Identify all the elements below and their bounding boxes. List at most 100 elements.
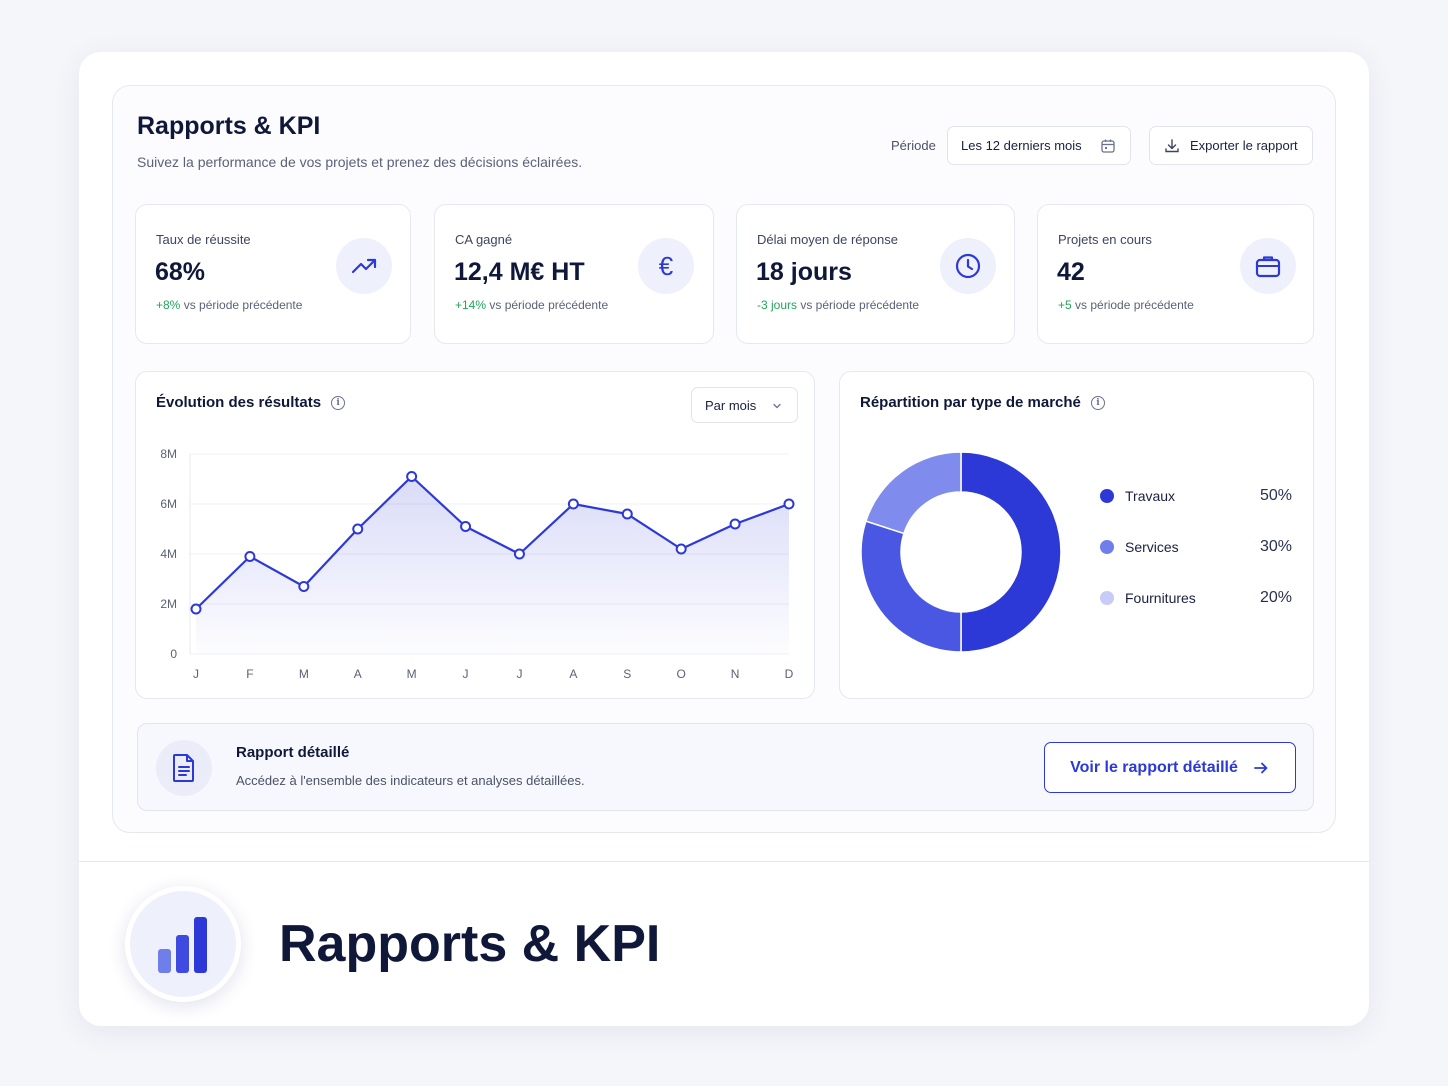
report-title: Rapport détaillé	[236, 744, 350, 761]
legend-item: Fournitures 20%	[1100, 589, 1292, 607]
legend-dot	[1100, 489, 1114, 503]
legend-label: Travaux	[1125, 488, 1176, 504]
view-report-label: Voir le rapport détaillé	[1070, 758, 1238, 776]
footer-divider	[79, 861, 1369, 862]
reports-panel: Rapports & KPI Suivez la performance de …	[112, 85, 1336, 833]
x-tick-label: A	[354, 667, 362, 681]
page-title: Rapports & KPI	[137, 112, 321, 140]
kpi-label: CA gagné	[455, 232, 513, 247]
kpi-delta-value: -3 jours	[757, 298, 798, 312]
line-series	[195, 475, 790, 610]
period-select-value: Les 12 derniers mois	[961, 138, 1082, 153]
donut-slice[interactable]	[960, 451, 1062, 653]
line-area	[196, 476, 789, 654]
chevron-down-icon	[773, 403, 781, 409]
donut-slice[interactable]	[864, 451, 962, 535]
x-tick-label: A	[569, 667, 577, 681]
data-point[interactable]	[675, 543, 687, 555]
legend-item: Travaux 50%	[1100, 487, 1292, 505]
legend-value: 30%	[1259, 538, 1292, 555]
legend-label: Fournitures	[1125, 590, 1196, 606]
kpi-value: 68%	[155, 258, 206, 286]
x-tick-label: O	[677, 667, 686, 681]
kpi-delta: -3 jours vs période précédente	[757, 298, 919, 312]
kpi-label: Taux de réussite	[156, 232, 251, 247]
x-tick-label: M	[407, 667, 417, 681]
kpi-delta-value: +14%	[455, 298, 487, 312]
kpi-card-response-time: Délai moyen de réponse 18 jours -3 jours…	[736, 204, 1015, 344]
kpi-delta-value: +5	[1058, 298, 1072, 312]
data-point[interactable]	[567, 498, 579, 510]
info-icon[interactable]: i	[1090, 395, 1105, 410]
x-tick-label: F	[246, 667, 253, 681]
legend-value: 50%	[1259, 487, 1292, 504]
kpi-card-revenue: CA gagné 12,4 M€ HT +14% vs période préc…	[434, 204, 714, 344]
data-point[interactable]	[190, 603, 202, 615]
x-tick-label: J	[516, 667, 522, 681]
y-tick-label: 8M	[160, 447, 177, 461]
donut-card-title-text: Répartition par type de marché	[860, 394, 1081, 411]
kpi-delta-suffix: vs période précédente	[180, 298, 303, 312]
footer-title: Rapports & KPI	[279, 915, 661, 973]
kpi-label: Délai moyen de réponse	[757, 232, 898, 247]
export-label: Exporter le rapport	[1190, 138, 1298, 153]
x-tick-label: M	[299, 667, 309, 681]
kpi-delta-suffix: vs période précédente	[797, 298, 920, 312]
kpi-delta-suffix: vs période précédente	[486, 298, 609, 312]
data-point[interactable]	[244, 551, 256, 562]
trend-up-icon	[336, 238, 392, 294]
donut-slice[interactable]	[860, 520, 962, 653]
granularity-select[interactable]: Par mois	[691, 387, 798, 423]
kpi-delta-value: +8%	[156, 298, 181, 312]
document-icon	[156, 740, 212, 796]
export-report-button[interactable]: Exporter le rapport	[1149, 126, 1313, 165]
line-chart: 0 2M 4M 6M 8M J F M A M J J A S O N D	[160, 447, 795, 681]
info-icon[interactable]: i	[331, 395, 346, 410]
market-breakdown-card: Répartition par type de marché i Travaux…	[839, 371, 1314, 699]
donut-chart	[860, 451, 1062, 653]
detailed-report-banner: Rapport détaillé Accédez à l'ensemble de…	[137, 723, 1314, 811]
results-evolution-card: Évolution des résultats i Par mois 0 2M 4M…	[135, 371, 815, 699]
legend-value: 20%	[1259, 589, 1292, 606]
download-icon	[1165, 138, 1179, 152]
legend-dot	[1100, 540, 1114, 554]
data-point[interactable]	[783, 498, 795, 510]
y-tick-label: 4M	[160, 547, 177, 561]
line-card-title-text: Évolution des résultats	[156, 394, 322, 411]
x-tick-label: J	[193, 667, 199, 681]
y-tick-label: 6M	[160, 497, 177, 511]
kpi-card-projects: Projets en cours 42 +5 vs période précéd…	[1037, 204, 1314, 344]
data-point[interactable]	[352, 523, 364, 535]
app-window: Rapports & KPI Suivez la performance de …	[79, 52, 1369, 1026]
view-detailed-report-button[interactable]: Voir le rapport détaillé	[1044, 742, 1296, 793]
briefcase-icon	[1240, 238, 1296, 294]
data-point[interactable]	[298, 581, 310, 592]
data-point[interactable]	[460, 521, 472, 532]
x-tick-label: D	[785, 667, 794, 681]
bar-chart-icon	[125, 886, 241, 1002]
kpi-label: Projets en cours	[1058, 232, 1152, 247]
period-label: Période	[891, 138, 936, 153]
page-subtitle: Suivez la performance de vos projets et …	[137, 154, 583, 170]
kpi-value: 42	[1057, 258, 1085, 286]
donut-card-title: Répartition par type de marché i	[860, 394, 1105, 411]
y-tick-label: 0	[170, 647, 177, 661]
data-point[interactable]	[729, 518, 741, 530]
kpi-delta: +14% vs période précédente	[455, 298, 608, 312]
kpi-delta: +8% vs période précédente	[156, 298, 302, 312]
calendar-icon	[1101, 139, 1115, 153]
data-point[interactable]	[513, 548, 525, 560]
arrow-right-icon	[1253, 762, 1268, 773]
legend-item: Services 30%	[1100, 538, 1292, 556]
kpi-delta: +5 vs période précédente	[1058, 298, 1194, 312]
legend-dot	[1100, 591, 1114, 605]
data-point[interactable]	[406, 471, 418, 482]
report-subtitle: Accédez à l'ensemble des indicateurs et …	[236, 773, 585, 788]
granularity-value: Par mois	[705, 397, 757, 413]
kpi-delta-suffix: vs période précédente	[1071, 298, 1194, 312]
x-tick-label: S	[623, 667, 631, 681]
period-select[interactable]: Les 12 derniers mois	[947, 126, 1131, 165]
x-tick-label: N	[731, 667, 740, 681]
data-point[interactable]	[621, 508, 633, 520]
kpi-value: 18 jours	[756, 258, 852, 286]
